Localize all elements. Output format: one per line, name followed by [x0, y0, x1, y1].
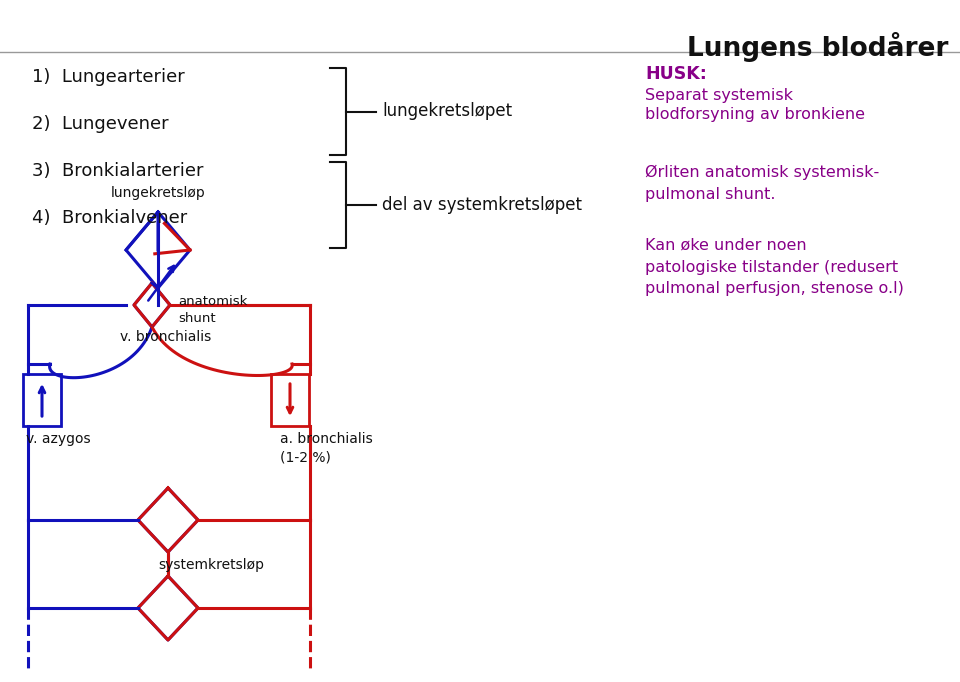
FancyBboxPatch shape: [271, 374, 309, 426]
Text: systemkretsløp: systemkretsløp: [158, 558, 264, 572]
Text: 3)  Bronkialarterier: 3) Bronkialarterier: [32, 162, 204, 180]
Text: HUSK:: HUSK:: [645, 65, 707, 83]
FancyBboxPatch shape: [23, 374, 61, 426]
Text: v. azygos: v. azygos: [26, 432, 90, 446]
Text: blodforsyning av bronkiene: blodforsyning av bronkiene: [645, 107, 865, 122]
Text: 4)  Bronkialvener: 4) Bronkialvener: [32, 209, 187, 227]
Text: 2)  Lungevener: 2) Lungevener: [32, 115, 169, 133]
Text: del av systemkretsløpet: del av systemkretsløpet: [382, 196, 582, 214]
Text: Lungens blodårer: Lungens blodårer: [686, 32, 948, 62]
Text: Separat systemisk: Separat systemisk: [645, 88, 793, 103]
Text: v. bronchialis: v. bronchialis: [120, 330, 211, 344]
Text: Kan øke under noen
patologiske tilstander (redusert
pulmonal perfusjon, stenose : Kan øke under noen patologiske tilstande…: [645, 238, 904, 296]
Text: lungekretsløpet: lungekretsløpet: [382, 102, 512, 121]
Text: Ørliten anatomisk systemisk-
pulmonal shunt.: Ørliten anatomisk systemisk- pulmonal sh…: [645, 165, 879, 202]
Text: 1)  Lungearterier: 1) Lungearterier: [32, 68, 184, 86]
Text: a. bronchialis
(1-2 %): a. bronchialis (1-2 %): [280, 432, 372, 464]
Text: anatomisk
shunt: anatomisk shunt: [178, 295, 248, 325]
Text: lungekretsløp: lungekretsløp: [110, 186, 205, 200]
